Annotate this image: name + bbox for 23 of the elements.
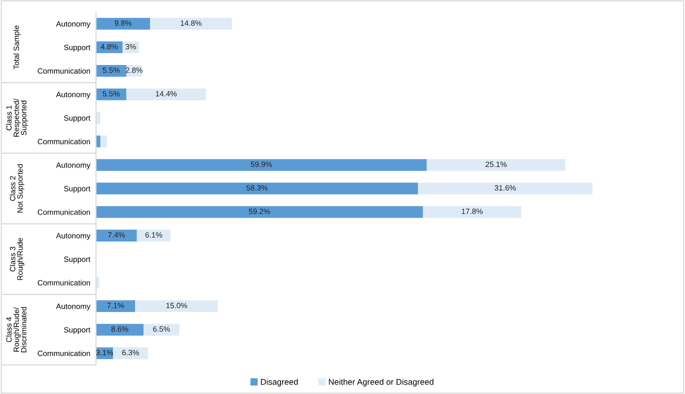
bar xyxy=(422,206,522,218)
bar xyxy=(96,112,100,124)
bar xyxy=(96,18,150,30)
bar xyxy=(418,182,592,194)
bar xyxy=(100,136,108,148)
bar xyxy=(426,159,566,171)
legend-label: Disagreed xyxy=(260,378,298,386)
bar xyxy=(150,18,232,30)
legend-label: Neither Agreed or Disagreed xyxy=(328,378,434,386)
bar xyxy=(96,324,144,336)
bar xyxy=(135,300,218,312)
bar xyxy=(96,206,423,218)
bar xyxy=(143,324,180,336)
bar xyxy=(113,347,148,360)
bar xyxy=(126,88,206,100)
bar xyxy=(96,88,126,100)
bar xyxy=(136,230,171,242)
bar xyxy=(96,182,418,194)
bar xyxy=(96,276,100,289)
bar xyxy=(96,159,427,171)
bar xyxy=(96,136,100,148)
bar xyxy=(96,230,137,242)
bar xyxy=(96,300,136,312)
